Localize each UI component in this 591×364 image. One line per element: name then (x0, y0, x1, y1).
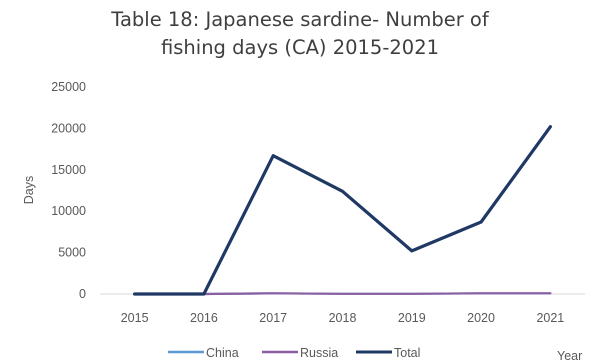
x-tick-label: 2017 (259, 311, 287, 325)
y-axis-label: Days (22, 176, 36, 204)
legend-label-total: Total (394, 346, 420, 360)
y-tick-label: 5000 (58, 246, 86, 260)
y-axis-ticks: 0 5000 10000 15000 20000 25000 (51, 80, 86, 301)
series-lines (133, 125, 553, 296)
y-tick-label: 0 (79, 287, 86, 301)
x-axis-label: Year (557, 349, 582, 363)
chart-title-line-1: Table 18: Japanese sardine- Number of (111, 8, 489, 31)
y-tick-label: 25000 (51, 80, 86, 94)
x-tick-label: 2020 (467, 311, 495, 325)
chart-title: Table 18: Japanese sardine- Number of fi… (40, 6, 560, 62)
x-tick-label: 2021 (536, 311, 564, 325)
x-tick-label: 2016 (190, 311, 218, 325)
x-axis-ticks: 2015 2016 2017 2018 2019 2020 2021 (121, 311, 565, 325)
legend-label-russia: Russia (300, 346, 338, 360)
legend: China Russia Total (168, 346, 420, 360)
y-tick-label: 15000 (51, 163, 86, 177)
series-line-total (133, 125, 553, 296)
x-tick-label: 2019 (398, 311, 426, 325)
y-tick-label: 10000 (51, 204, 86, 218)
legend-label-china: China (206, 346, 239, 360)
x-tick-label: 2015 (121, 311, 149, 325)
x-tick-label: 2018 (329, 311, 357, 325)
chart-title-line-2: fishing days (CA) 2015-2021 (160, 36, 440, 59)
y-tick-label: 20000 (51, 121, 86, 135)
